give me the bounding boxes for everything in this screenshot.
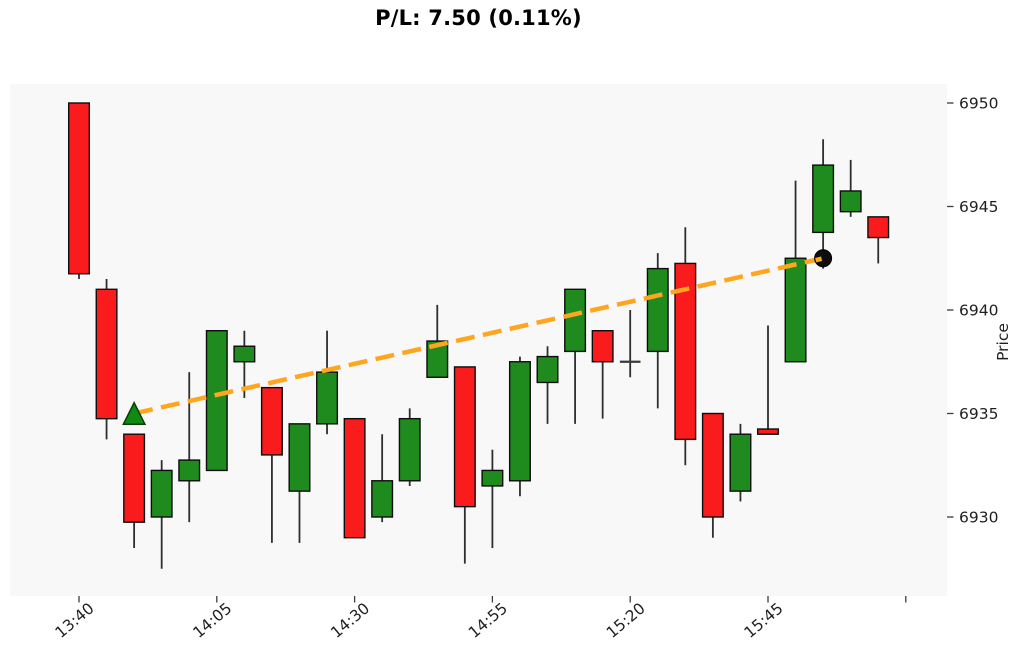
trade-line-dash-end (815, 256, 823, 263)
candle-body-down (260, 386, 283, 456)
x-tick-label: 14:05 (190, 599, 236, 642)
y-tick-label: 6940 (959, 302, 998, 320)
candle-body-up (178, 459, 201, 482)
candle-body-down (701, 412, 724, 518)
candle-body-down (95, 288, 118, 420)
candle-body-up (729, 433, 752, 492)
candle-body-up (150, 469, 173, 518)
exit-marker-icon (814, 249, 833, 268)
candle-body-up (481, 469, 504, 487)
y-tick-label: 6950 (959, 95, 998, 113)
candle-body-up (784, 257, 807, 363)
candle-body-down (757, 428, 780, 435)
entry-marker-icon (122, 401, 147, 426)
candle-body-up (839, 190, 862, 213)
candle-body-down (453, 366, 476, 508)
candle-body-up (288, 423, 311, 492)
candle-body-down (67, 102, 90, 275)
candle-body-up (371, 480, 394, 518)
candle-body-up (812, 164, 835, 234)
x-tick-label: 13:40 (52, 599, 98, 642)
y-tick-label: 6935 (959, 405, 998, 423)
candle-body-up (426, 340, 449, 378)
candle-body-up (646, 267, 669, 353)
chart-title: P/L: 7.50 (0.11%) (375, 6, 582, 30)
candle-body-down (867, 216, 890, 239)
candle-body-up (564, 288, 587, 353)
candle-body-down (591, 330, 614, 363)
y-tick-label: 6945 (959, 198, 998, 216)
candle-body-up (508, 361, 531, 482)
candle-body-down (123, 433, 146, 523)
candle-body-down (674, 262, 697, 441)
candle-body-up (398, 417, 421, 482)
trade-line (133, 256, 824, 416)
candle-body-up (205, 330, 228, 472)
y-tick-label: 6930 (959, 509, 998, 527)
y-axis-label: Price (994, 323, 1012, 361)
x-tick-label: 14:55 (465, 599, 511, 642)
candle-body-up (233, 345, 256, 363)
candle-body-down (343, 417, 366, 539)
candle-body-up (536, 355, 559, 384)
x-tick-label: 14:30 (327, 599, 373, 642)
x-tick-label: 15:45 (741, 599, 787, 642)
candle-body-up (316, 371, 339, 425)
x-tick-label: 15:20 (603, 599, 649, 642)
